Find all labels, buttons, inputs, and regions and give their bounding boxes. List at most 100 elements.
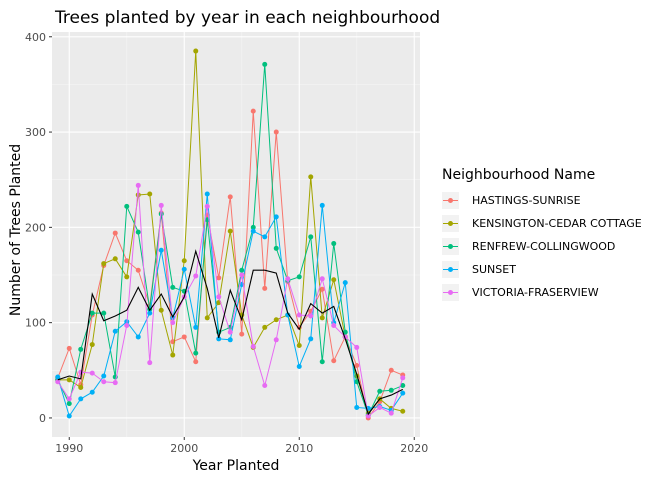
data-point [319, 276, 325, 282]
data-point [66, 345, 72, 351]
data-point [89, 342, 95, 348]
data-point [239, 267, 245, 273]
data-point [388, 387, 394, 393]
data-point [55, 374, 61, 380]
chart-title: Trees planted by year in each neighbourh… [54, 8, 440, 28]
data-point [250, 343, 256, 349]
series-victoria-fraserview [55, 182, 406, 419]
legend-item: SUNSET [442, 261, 516, 278]
data-point [354, 344, 360, 350]
data-point [400, 383, 406, 389]
legend-key-point [448, 244, 453, 249]
data-point [204, 315, 210, 321]
y-tick-label: 200 [25, 221, 46, 234]
data-point [331, 323, 337, 329]
data-point [342, 280, 348, 286]
legend-key-point [448, 267, 453, 272]
data-point [101, 373, 107, 379]
data-point [216, 294, 222, 300]
data-point [216, 336, 222, 342]
data-point [193, 324, 199, 330]
legend-label: KENSINGTON-CEDAR COTTAGE [472, 217, 642, 230]
data-point [239, 331, 245, 337]
data-point [377, 388, 383, 394]
data-point [227, 228, 233, 234]
data-point [78, 346, 84, 352]
data-point [112, 230, 118, 236]
data-point [101, 261, 107, 267]
data-point [354, 363, 360, 369]
data-point [78, 396, 84, 402]
data-point [331, 241, 337, 247]
legend-key-point [448, 221, 453, 226]
data-point [101, 310, 107, 316]
data-point [319, 286, 325, 292]
legend: Neighbourhood Name HASTINGS-SUNRISE KENSI… [442, 167, 642, 301]
x-tick-label: 2020 [400, 442, 428, 455]
data-point [319, 315, 325, 321]
data-point [262, 61, 268, 67]
x-tick-label: 2010 [285, 442, 313, 455]
data-point [354, 379, 360, 385]
data-point [227, 329, 233, 335]
data-point [250, 228, 256, 234]
data-point [239, 272, 245, 278]
data-point [112, 328, 118, 334]
data-point [124, 203, 130, 209]
data-point [66, 413, 72, 419]
data-point [147, 360, 153, 366]
data-point [204, 203, 210, 209]
legend-item: RENFREW-COLLINGWOOD [442, 238, 615, 255]
legend-label: HASTINGS-SUNRISE [472, 194, 581, 207]
data-point [216, 275, 222, 281]
data-point [308, 234, 314, 240]
plot-panel [52, 32, 420, 437]
data-point [296, 274, 302, 280]
data-point [319, 202, 325, 208]
data-point [250, 224, 256, 230]
data-point [170, 352, 176, 358]
data-point [66, 377, 72, 383]
data-point [78, 369, 84, 375]
data-point [296, 343, 302, 349]
data-point [308, 174, 314, 180]
data-point [170, 284, 176, 290]
data-point [285, 312, 291, 318]
y-tick-label: 400 [25, 31, 46, 44]
data-point [262, 234, 268, 240]
data-point [66, 401, 72, 407]
legend-item: HASTINGS-SUNRISE [442, 192, 581, 209]
data-point [55, 379, 61, 385]
legend-label: RENFREW-COLLINGWOOD [472, 240, 615, 253]
data-point [124, 274, 130, 280]
legend-item: KENSINGTON-CEDAR COTTAGE [442, 215, 642, 232]
data-point [377, 404, 383, 410]
data-point [135, 267, 141, 273]
data-point [227, 194, 233, 200]
data-point [250, 108, 256, 114]
data-point [158, 202, 164, 208]
data-point [273, 317, 279, 323]
x-tick-label: 1990 [55, 442, 83, 455]
data-point [181, 258, 187, 264]
average-line [57, 249, 403, 416]
data-point [135, 334, 141, 340]
y-tick-label: 100 [25, 317, 46, 330]
data-point [400, 375, 406, 381]
data-point [112, 380, 118, 386]
data-point [354, 404, 360, 410]
data-point [147, 310, 153, 316]
data-point [388, 367, 394, 373]
data-point [273, 245, 279, 251]
data-point [193, 359, 199, 365]
y-tick-label: 300 [25, 126, 46, 139]
data-point [78, 384, 84, 390]
data-point [365, 413, 371, 419]
data-point [124, 323, 130, 329]
data-point [319, 359, 325, 365]
data-point [101, 379, 107, 385]
data-point [135, 192, 141, 198]
data-point [112, 256, 118, 262]
data-point [181, 334, 187, 340]
axis-ticks: 1990 2000 2010 2020 0 100 200 300 400 [25, 31, 428, 455]
